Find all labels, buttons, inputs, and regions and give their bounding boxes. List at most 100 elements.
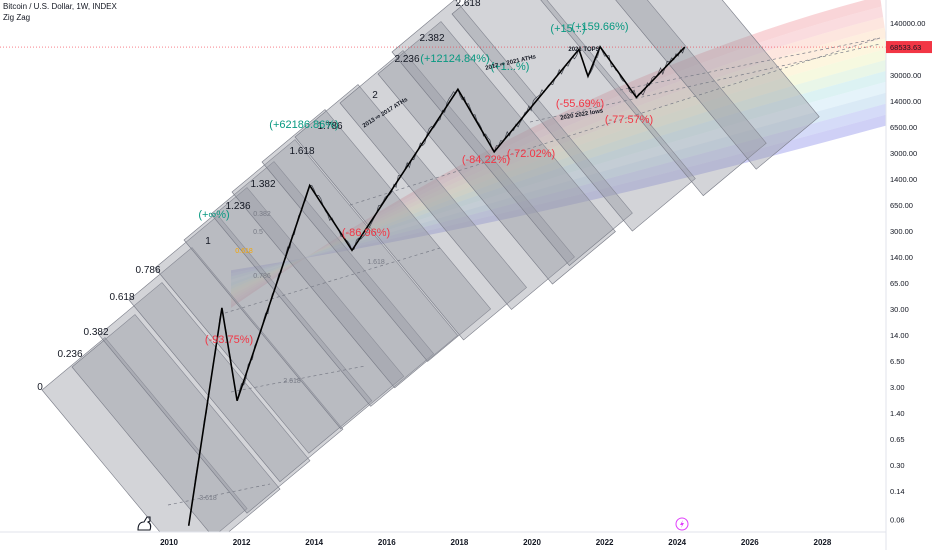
y-tick-label: 650.00 [890, 201, 913, 210]
fib-channel-box [231, 139, 459, 389]
fib-level-label: 2.618 [455, 0, 480, 9]
y-tick-label: 1400.00 [890, 175, 917, 184]
fib-channel-box [540, 0, 767, 197]
last-price-label: 68533.63 [890, 43, 921, 52]
fib-channel-box [339, 50, 575, 310]
y-tick-label: 140.00 [890, 253, 913, 262]
fib-arc-band [231, 81, 886, 283]
fib-level-label: 1.382 [250, 179, 275, 190]
chart-note: 2021 TOPS [568, 47, 599, 53]
zigzag-change-label: (-84.22%) [462, 154, 510, 166]
fib-channel-box [391, 0, 633, 267]
lightning-ring [675, 517, 689, 531]
tradingview-dino-icon[interactable] [137, 516, 152, 531]
y-tick-label: 3.00 [890, 383, 905, 392]
y-tick-label: 0.14 [890, 487, 905, 496]
zigzag-change-label: (+∞%) [198, 209, 229, 221]
zigzag-change-label: (+62186.86%) [269, 119, 338, 131]
x-tick-label: 2016 [378, 538, 396, 547]
y-tick-label: 1.40 [890, 409, 905, 418]
trend-dashed-line [167, 483, 271, 506]
y-tick-label: 30.00 [890, 305, 909, 314]
fib-level-label: 1.786 [317, 121, 342, 132]
fib-arc-band [231, 49, 886, 293]
lightning-icon[interactable] [675, 517, 689, 531]
fib-channel-box [128, 247, 344, 483]
fib-level-label: 1 [205, 236, 211, 247]
fib-channel-box [210, 161, 435, 407]
y-tick-label: 0.65 [890, 435, 905, 444]
zigzag-change-label: (-86.96%) [342, 227, 390, 239]
zigzag-change-label: (-72.02%) [507, 148, 555, 160]
fib-level-label: 0.382 [83, 327, 108, 338]
fib-level-label: 0.786 [135, 265, 160, 276]
lightning-bolt [680, 520, 684, 528]
dino-outline [137, 516, 152, 531]
y-tick-label: 14.00 [890, 331, 909, 340]
x-tick-label: 2022 [596, 538, 614, 547]
small-fib-label: 3.618 [199, 495, 217, 502]
fib-level-label: 2 [372, 90, 378, 101]
indicator-label[interactable]: Zig Zag [3, 13, 31, 22]
y-tick-label: 140000.00 [890, 19, 925, 28]
zigzag-change-label: (+12124.84%) [420, 53, 489, 65]
fib-channel-box [377, 21, 616, 285]
price-scale-bg [886, 0, 932, 550]
fib-level-label: 0.236 [57, 349, 82, 360]
x-tick-label: 2028 [814, 538, 832, 547]
small-fib-label: 0.786 [253, 273, 271, 280]
x-tick-label: 2024 [668, 538, 686, 547]
zigzag-change-label: (-77.57%) [605, 114, 653, 126]
fib-arc-band [231, 38, 886, 296]
fib-channel-box [98, 282, 311, 514]
fib-arc-band [231, 27, 886, 299]
last-price-tag [886, 41, 932, 54]
y-tick-label: 300.00 [890, 227, 913, 236]
chart-title: Bitcoin / U.S. Dollar, 1W, INDEX [3, 2, 117, 11]
x-tick-label: 2020 [523, 538, 541, 547]
fib-arc-band [231, 92, 886, 280]
small-fib-label: 2.618 [283, 378, 301, 385]
small-fib-label: 0.382 [253, 211, 271, 218]
trend-dashed-line [224, 247, 441, 314]
fib-level-label: 2.382 [419, 33, 444, 44]
x-tick-label: 2010 [160, 538, 178, 547]
zigzag-line [187, 45, 686, 526]
y-tick-label: 6.50 [890, 357, 905, 366]
fib-level-label: 1.618 [289, 146, 314, 157]
fib-level-label: 1.236 [225, 201, 250, 212]
y-tick-label: 30000.00 [890, 71, 921, 80]
trend-dashed-line [230, 365, 366, 393]
fib-channel-box [261, 109, 492, 362]
x-tick-label: 2026 [741, 538, 759, 547]
fib-channel-box [615, 0, 820, 170]
y-tick-label: 14000.00 [890, 97, 921, 106]
y-tick-label: 6500.00 [890, 123, 917, 132]
fib-level-label: 0.618 [109, 292, 134, 303]
x-tick-label: 2018 [451, 538, 469, 547]
fib-channel-box [154, 215, 373, 454]
fib-arc-band [231, 17, 885, 302]
zigzag-change-label: (-93.75%) [205, 334, 253, 346]
small-fib-label: 1.618 [367, 259, 385, 266]
fib-channel-box [71, 314, 281, 532]
fib-level-label: 0 [37, 382, 43, 393]
zigzag-change-label: (-55.69%) [556, 98, 604, 110]
small-fib-label: 0.618 [235, 248, 253, 255]
fib-level-label: 2.236 [394, 54, 419, 65]
fib-arc-band [231, 70, 886, 286]
zigzag-change-label: (+1...%) [491, 61, 530, 73]
y-tick-label: 0.30 [890, 461, 905, 470]
fib-arc-band [231, 59, 886, 290]
y-tick-label: 65.00 [890, 279, 909, 288]
small-fib-label: 0.5 [253, 229, 263, 236]
zigzag-change-label: (+15...) [550, 23, 585, 35]
x-tick-label: 2014 [305, 538, 323, 547]
fib-channel-box [451, 0, 696, 232]
zigzag-change-label: (+159.66%) [571, 21, 628, 33]
y-tick-label: 3000.00 [890, 149, 917, 158]
fib-channel-box [294, 84, 527, 341]
y-tick-label: 0.06 [890, 515, 905, 524]
trend-dashed-line [349, 37, 881, 206]
